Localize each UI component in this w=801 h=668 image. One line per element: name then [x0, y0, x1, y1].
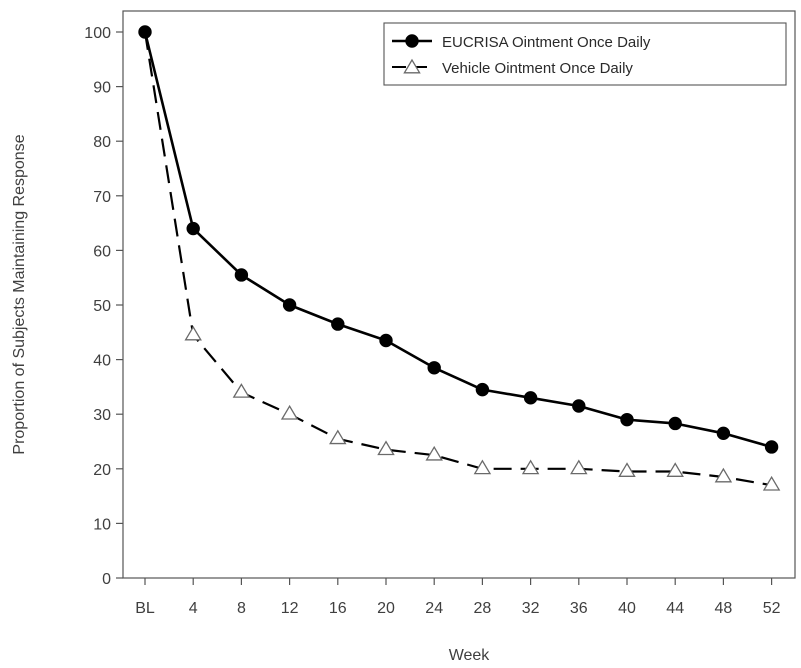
series-0-point: [475, 382, 490, 397]
series-0-point: [331, 317, 345, 331]
x-tick-label: 8: [237, 600, 246, 617]
series-1-point: [762, 475, 781, 491]
series-0-point: [716, 426, 731, 441]
series-1-point: [425, 445, 443, 461]
legend-label-0: EUCRISA Ointment Once Daily: [442, 34, 651, 51]
series-0-point: [138, 25, 152, 39]
series-1-line: [143, 31, 772, 487]
series-0-point: [379, 333, 393, 348]
series-1: [143, 31, 781, 491]
y-axis: 0 10 20 30 40 50 60 70 80 90 100: [84, 25, 123, 588]
series-1-point: [521, 459, 540, 475]
series-0-point: [282, 298, 297, 312]
y-tick-label: 50: [93, 298, 111, 315]
x-tick-label: 12: [281, 600, 299, 617]
series-layer: [138, 25, 781, 491]
series-1-point: [232, 383, 251, 398]
x-tick-label: 4: [189, 600, 198, 617]
y-tick-label: 40: [93, 353, 111, 370]
series-0-point: [764, 440, 779, 454]
series-1-point: [666, 462, 684, 477]
x-axis-title: Week: [449, 647, 491, 664]
series-0-point: [572, 399, 586, 413]
series-1-point: [570, 459, 588, 475]
x-tick-label: 36: [570, 600, 588, 617]
series-0-point: [234, 268, 249, 282]
x-tick-label: 52: [763, 600, 781, 617]
x-tick-label: 16: [329, 600, 347, 617]
x-axis: BL 4 8 12 16 20 24 28 32 36 40 44 48 52: [135, 578, 781, 617]
series-0-line: [143, 31, 772, 449]
x-tick-label: 28: [474, 600, 492, 617]
y-tick-label: 0: [102, 571, 111, 588]
y-tick-label: 20: [93, 462, 111, 479]
legend-label-1: Vehicle Ointment Once Daily: [442, 60, 633, 77]
legend-box: [383, 22, 787, 86]
series-legend-1-point: [403, 58, 421, 74]
y-tick-label: 100: [84, 25, 111, 42]
x-tick-label: 20: [377, 600, 395, 617]
y-tick-label: 60: [93, 243, 111, 260]
series-1-point: [184, 325, 202, 341]
series-1-point: [329, 429, 347, 445]
series-1-point: [714, 467, 733, 483]
series-1-point: [280, 404, 299, 420]
y-tick-label: 10: [93, 516, 111, 533]
x-tick-label: BL: [135, 600, 155, 617]
series-legend-0-point: [405, 34, 419, 48]
series-0-point: [523, 391, 538, 405]
y-axis-title: Proportion of Subjects Maintaining Respo…: [11, 134, 28, 454]
y-tick-label: 70: [93, 189, 111, 206]
series-1-point: [618, 462, 636, 477]
x-tick-label: 44: [666, 600, 684, 617]
series-0-point: [427, 361, 441, 375]
series-0: [138, 25, 779, 454]
plot-border: [122, 10, 796, 579]
series-0-point: [668, 416, 682, 431]
y-tick-label: 90: [93, 80, 111, 97]
plot-frame: [122, 10, 796, 579]
series-1-point: [377, 440, 395, 456]
series-0-point: [186, 221, 200, 236]
x-tick-label: 48: [715, 600, 733, 617]
x-tick-label: 32: [522, 600, 540, 617]
y-tick-label: 30: [93, 407, 111, 424]
y-tick-label: 80: [93, 134, 111, 151]
legend: EUCRISA Ointment Once Daily Vehicle Ointm…: [383, 22, 787, 86]
x-tick-label: 24: [425, 600, 443, 617]
series-1-point: [473, 459, 492, 475]
x-tick-label: 40: [618, 600, 636, 617]
series-0-point: [620, 412, 634, 427]
